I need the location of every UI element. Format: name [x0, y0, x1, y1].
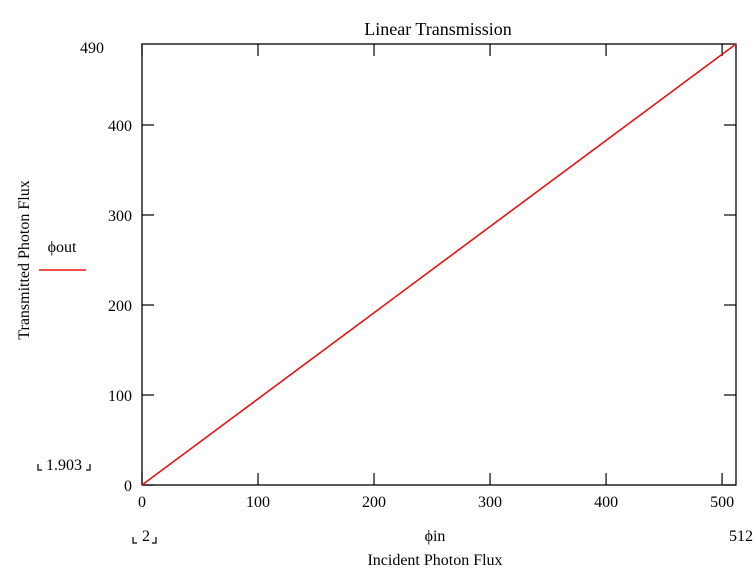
y-tick-label: 300	[108, 208, 132, 225]
x-tick-label: 300	[478, 494, 502, 511]
plot-frame	[141, 43, 737, 486]
x-max-label: 512	[729, 528, 753, 545]
x-variable-label: ϕin	[425, 528, 446, 545]
y-ticks: 0 100 200 300 400	[108, 118, 736, 495]
legend-label: ϕout	[48, 239, 77, 256]
y-tick-label: 100	[108, 388, 132, 405]
y-max-label: 490	[80, 40, 104, 57]
series-line	[141, 43, 737, 486]
series-layer	[141, 43, 737, 486]
y-min-bracket	[37, 464, 91, 471]
x-tick-label: 400	[594, 494, 618, 511]
y-axis-label: Transmitted Photon Flux	[16, 180, 33, 339]
x-ticks: 0 100 200 300 400 500	[138, 44, 734, 511]
x-min-bracket	[132, 537, 157, 544]
x-tick-label: 100	[246, 494, 270, 511]
x-tick-label: 0	[138, 494, 146, 511]
x-tick-label: 200	[362, 494, 386, 511]
x-tick-label: 500	[710, 494, 734, 511]
y-tick-label: 0	[124, 478, 132, 495]
y-tick-label: 400	[108, 118, 132, 135]
y-tick-label: 200	[108, 298, 132, 315]
x-min-label: 2	[142, 528, 150, 545]
chart-title: Linear Transmission	[364, 19, 512, 39]
y-min-label: 1.903	[46, 457, 82, 474]
x-axis-label: Incident Photon Flux	[367, 552, 502, 569]
